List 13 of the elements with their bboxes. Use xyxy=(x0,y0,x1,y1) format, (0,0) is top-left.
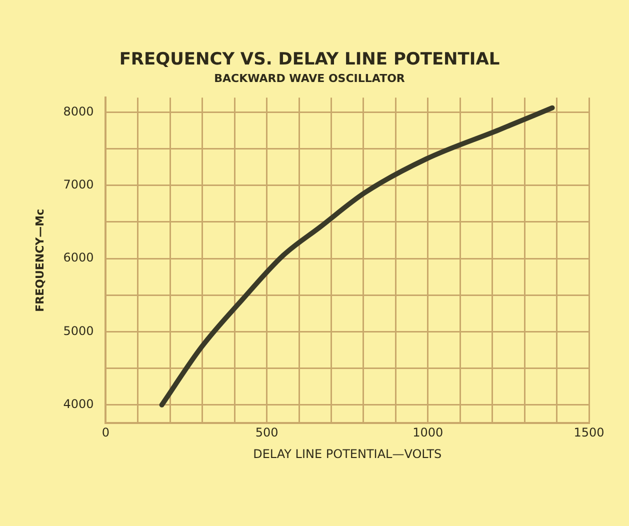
chart-title: FREQUENCY VS. DELAY LINE POTENTIAL xyxy=(119,50,500,70)
y-tick-label: 6000 xyxy=(63,250,94,265)
chart-subtitle: BACKWARD WAVE OSCILLATOR xyxy=(214,72,406,85)
x-tick-label: 500 xyxy=(255,426,278,440)
y-tick-label: 5000 xyxy=(63,324,94,338)
x-tick-label: 1000 xyxy=(412,426,444,440)
x-axis-title: DELAY LINE POTENTIAL—VOLTS xyxy=(253,446,442,461)
x-tick-label: 1500 xyxy=(574,426,604,440)
y-tick-label: 4000 xyxy=(63,397,94,412)
y-tick-label: 7000 xyxy=(63,178,94,192)
x-tick-label: 0 xyxy=(102,426,110,440)
y-axis-title: FREQUENCY—Mc xyxy=(33,208,46,312)
y-tick-label: 8000 xyxy=(63,104,94,118)
